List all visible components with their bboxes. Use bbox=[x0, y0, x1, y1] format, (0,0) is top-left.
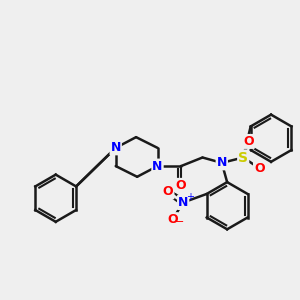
Text: O: O bbox=[243, 135, 254, 148]
Text: N: N bbox=[217, 156, 227, 170]
Text: N: N bbox=[178, 196, 188, 209]
Text: −: − bbox=[175, 217, 184, 227]
Text: O: O bbox=[163, 185, 173, 198]
Text: S: S bbox=[238, 151, 248, 164]
Text: N: N bbox=[110, 141, 121, 154]
Text: O: O bbox=[254, 162, 265, 175]
Text: O: O bbox=[176, 179, 186, 192]
Text: N: N bbox=[152, 160, 163, 172]
Text: O: O bbox=[167, 213, 178, 226]
Text: +: + bbox=[186, 192, 194, 202]
